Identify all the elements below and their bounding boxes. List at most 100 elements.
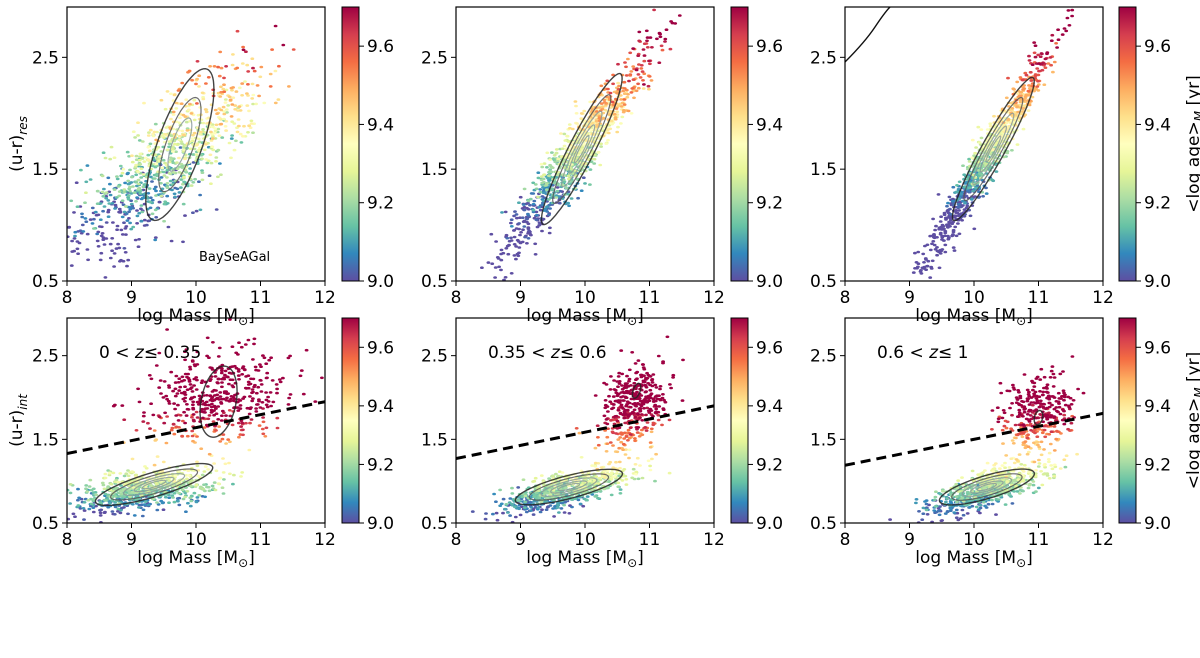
scatter-point [924, 268, 928, 272]
scatter-point [208, 65, 213, 68]
scatter-point [208, 366, 213, 369]
scatter-point [153, 238, 158, 242]
scatter-point [275, 391, 279, 395]
scatter-point [521, 228, 525, 231]
scatter-point [648, 36, 653, 39]
scatter-point [606, 427, 610, 431]
scatter-point [1036, 83, 1041, 86]
scatter-point [106, 208, 111, 212]
scatter-point [146, 146, 151, 149]
scatter-point [224, 129, 229, 132]
scatter-point [186, 501, 190, 505]
scatter-point [125, 150, 130, 154]
scatter-point [542, 173, 546, 177]
scatter-point [1062, 27, 1067, 30]
scatter-point [80, 215, 85, 219]
scatter-point [512, 214, 516, 218]
scatter-point [67, 226, 71, 229]
scatter-point [174, 120, 179, 124]
colorbar-tick-label: 9.0 [756, 272, 783, 292]
scatter-point [528, 197, 533, 201]
x-tick-label: 11 [250, 288, 272, 308]
scatter-point [921, 252, 926, 256]
scatter-point [649, 430, 654, 434]
scatter-point [237, 341, 241, 345]
scatter-point [270, 48, 274, 51]
scatter-point [253, 365, 258, 369]
scatter-point [658, 35, 663, 39]
scatter-point [495, 518, 500, 522]
scatter-point [529, 192, 534, 195]
scatter-point [243, 80, 247, 83]
scatter-point [87, 485, 92, 488]
scatter-point [90, 206, 95, 210]
scatter-point [1010, 107, 1015, 110]
scatter-point [630, 87, 635, 90]
x-tick-label: 11 [1028, 288, 1050, 308]
scatter-point [209, 182, 213, 185]
scatter-point [928, 248, 933, 252]
scatter-point [281, 43, 286, 47]
scatter-point [1056, 28, 1060, 32]
scatter-point [182, 410, 187, 414]
scatter-point [973, 195, 977, 198]
scatter-point [957, 209, 961, 212]
scatter-point [493, 266, 498, 269]
scatter-point [974, 146, 978, 149]
scatter-point [956, 187, 961, 191]
contour-line [540, 72, 623, 226]
scatter-point [167, 140, 172, 143]
scatter-point [931, 240, 936, 243]
scatter-point [922, 261, 926, 264]
scatter-point [122, 221, 126, 224]
scatter-point [1033, 74, 1038, 77]
contour-line [568, 124, 596, 174]
scatter-point [181, 202, 186, 206]
scatter-point [208, 394, 213, 397]
scatter-point [103, 156, 108, 160]
scatter-point [299, 369, 304, 372]
scatter-point [617, 446, 622, 450]
scatter-point [157, 351, 162, 355]
scatter-point [277, 378, 282, 381]
scatter-point [640, 476, 645, 480]
scatter-point [949, 213, 953, 216]
x-tick-label: 12 [314, 530, 336, 550]
scatter-point [211, 125, 215, 129]
scatter-point [153, 208, 158, 212]
scatter-point [152, 130, 157, 134]
scatter-point [232, 122, 237, 125]
scatter-point [181, 419, 185, 423]
scatter-point [981, 195, 985, 198]
scatter-point [1024, 93, 1029, 97]
colorbar [730, 6, 749, 282]
scatter-point [210, 484, 215, 488]
scatter-point [606, 138, 610, 142]
scatter-point [522, 225, 527, 228]
scatter-point [192, 419, 196, 423]
scatter-point [191, 413, 196, 416]
scatter-point [1030, 95, 1035, 99]
scatter-point [230, 120, 235, 123]
x-tick-label: 9 [515, 288, 526, 308]
scatter-point [204, 110, 209, 114]
scatter-point [631, 78, 636, 81]
scatter-point [616, 81, 620, 85]
scatter-point [84, 220, 89, 223]
scatter-point [165, 328, 170, 331]
scatter-point [501, 251, 506, 255]
scatter-point [190, 416, 194, 419]
scatter-point [235, 406, 240, 409]
scatter-point [240, 373, 245, 376]
scatter-point [102, 187, 106, 191]
scatter-point [1048, 56, 1053, 59]
scatter-point [196, 137, 201, 141]
scatter-point [622, 103, 627, 106]
scatter-point [615, 130, 620, 134]
scatter-point [985, 128, 990, 131]
scatter-point [213, 108, 218, 112]
scatter-point [84, 484, 89, 487]
scatter-point [548, 207, 552, 210]
